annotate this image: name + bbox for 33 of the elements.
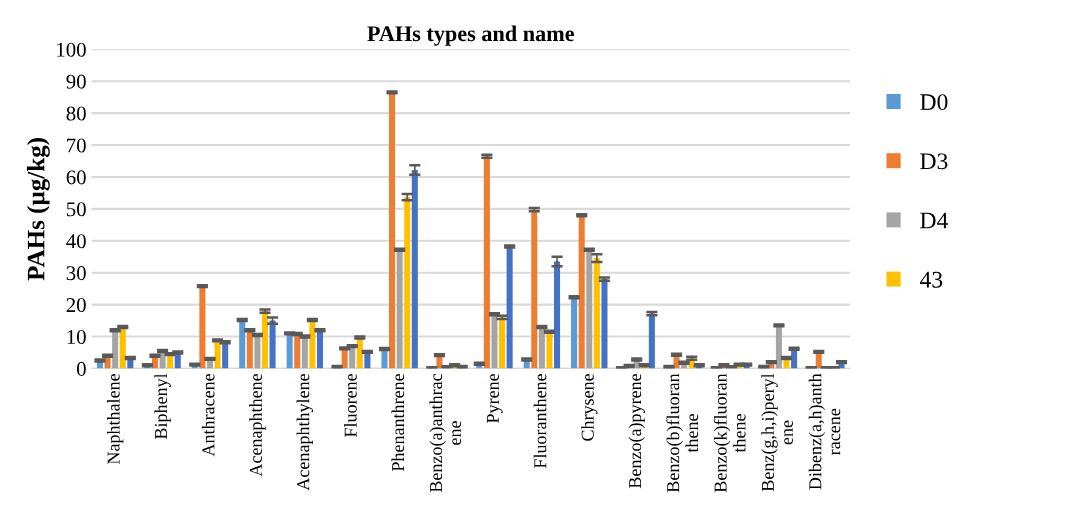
legend-label: 43 [919, 271, 943, 288]
y-tick-label: 0 [76, 361, 86, 376]
y-tick-label: 40 [66, 234, 86, 249]
x-tick-label: Benzo(k)fluoran thene [713, 373, 746, 493]
x-tick-label: Anthracene [201, 373, 215, 457]
x-tick-label: Phenanthrene [391, 373, 405, 472]
x-tick-label: Naphthalene [106, 373, 124, 465]
x-tick-label: Pyrene [486, 373, 503, 423]
y-tick-label: 60 [66, 170, 86, 185]
x-tick-label: Acenaphthylene [296, 373, 314, 491]
legend-label: D0 [920, 94, 948, 111]
y-tick-label: 10 [67, 329, 86, 344]
y-tick-label: 100 [57, 42, 86, 57]
x-tick-label: Chrysene [581, 373, 598, 441]
x-tick-label: Benzo(b)fluoran thene [666, 373, 699, 493]
y-tick-label: 20 [66, 298, 86, 313]
y-tick-label: 70 [67, 138, 86, 153]
x-tick-label: Biphenyl [154, 373, 171, 440]
x-tick-label: Benzo(a)pyrene [628, 373, 645, 489]
x-tick-label: Benzo(a)anthrac ene [429, 373, 461, 493]
x-tick-label: Fluoranthene [533, 373, 547, 469]
chart-title: PAHs types and name [367, 25, 574, 46]
x-tick-label: Benz(g,h,i)peryl ene [761, 373, 793, 492]
y-axis-title: PAHs (µg/kg) [26, 138, 50, 281]
y-tick-label: 50 [66, 202, 86, 217]
x-tick-label: Acenaphthene [249, 373, 266, 477]
x-tick-label: Dibenz(a,h)anth racene [808, 373, 841, 490]
legend-label: D4 [920, 212, 949, 229]
y-tick-label: 90 [66, 74, 86, 89]
legend-label: D3 [920, 153, 948, 170]
y-tick-label: 30 [66, 266, 86, 281]
y-tick-label: 80 [66, 106, 86, 121]
x-tick-label: Fluorene [344, 373, 357, 438]
